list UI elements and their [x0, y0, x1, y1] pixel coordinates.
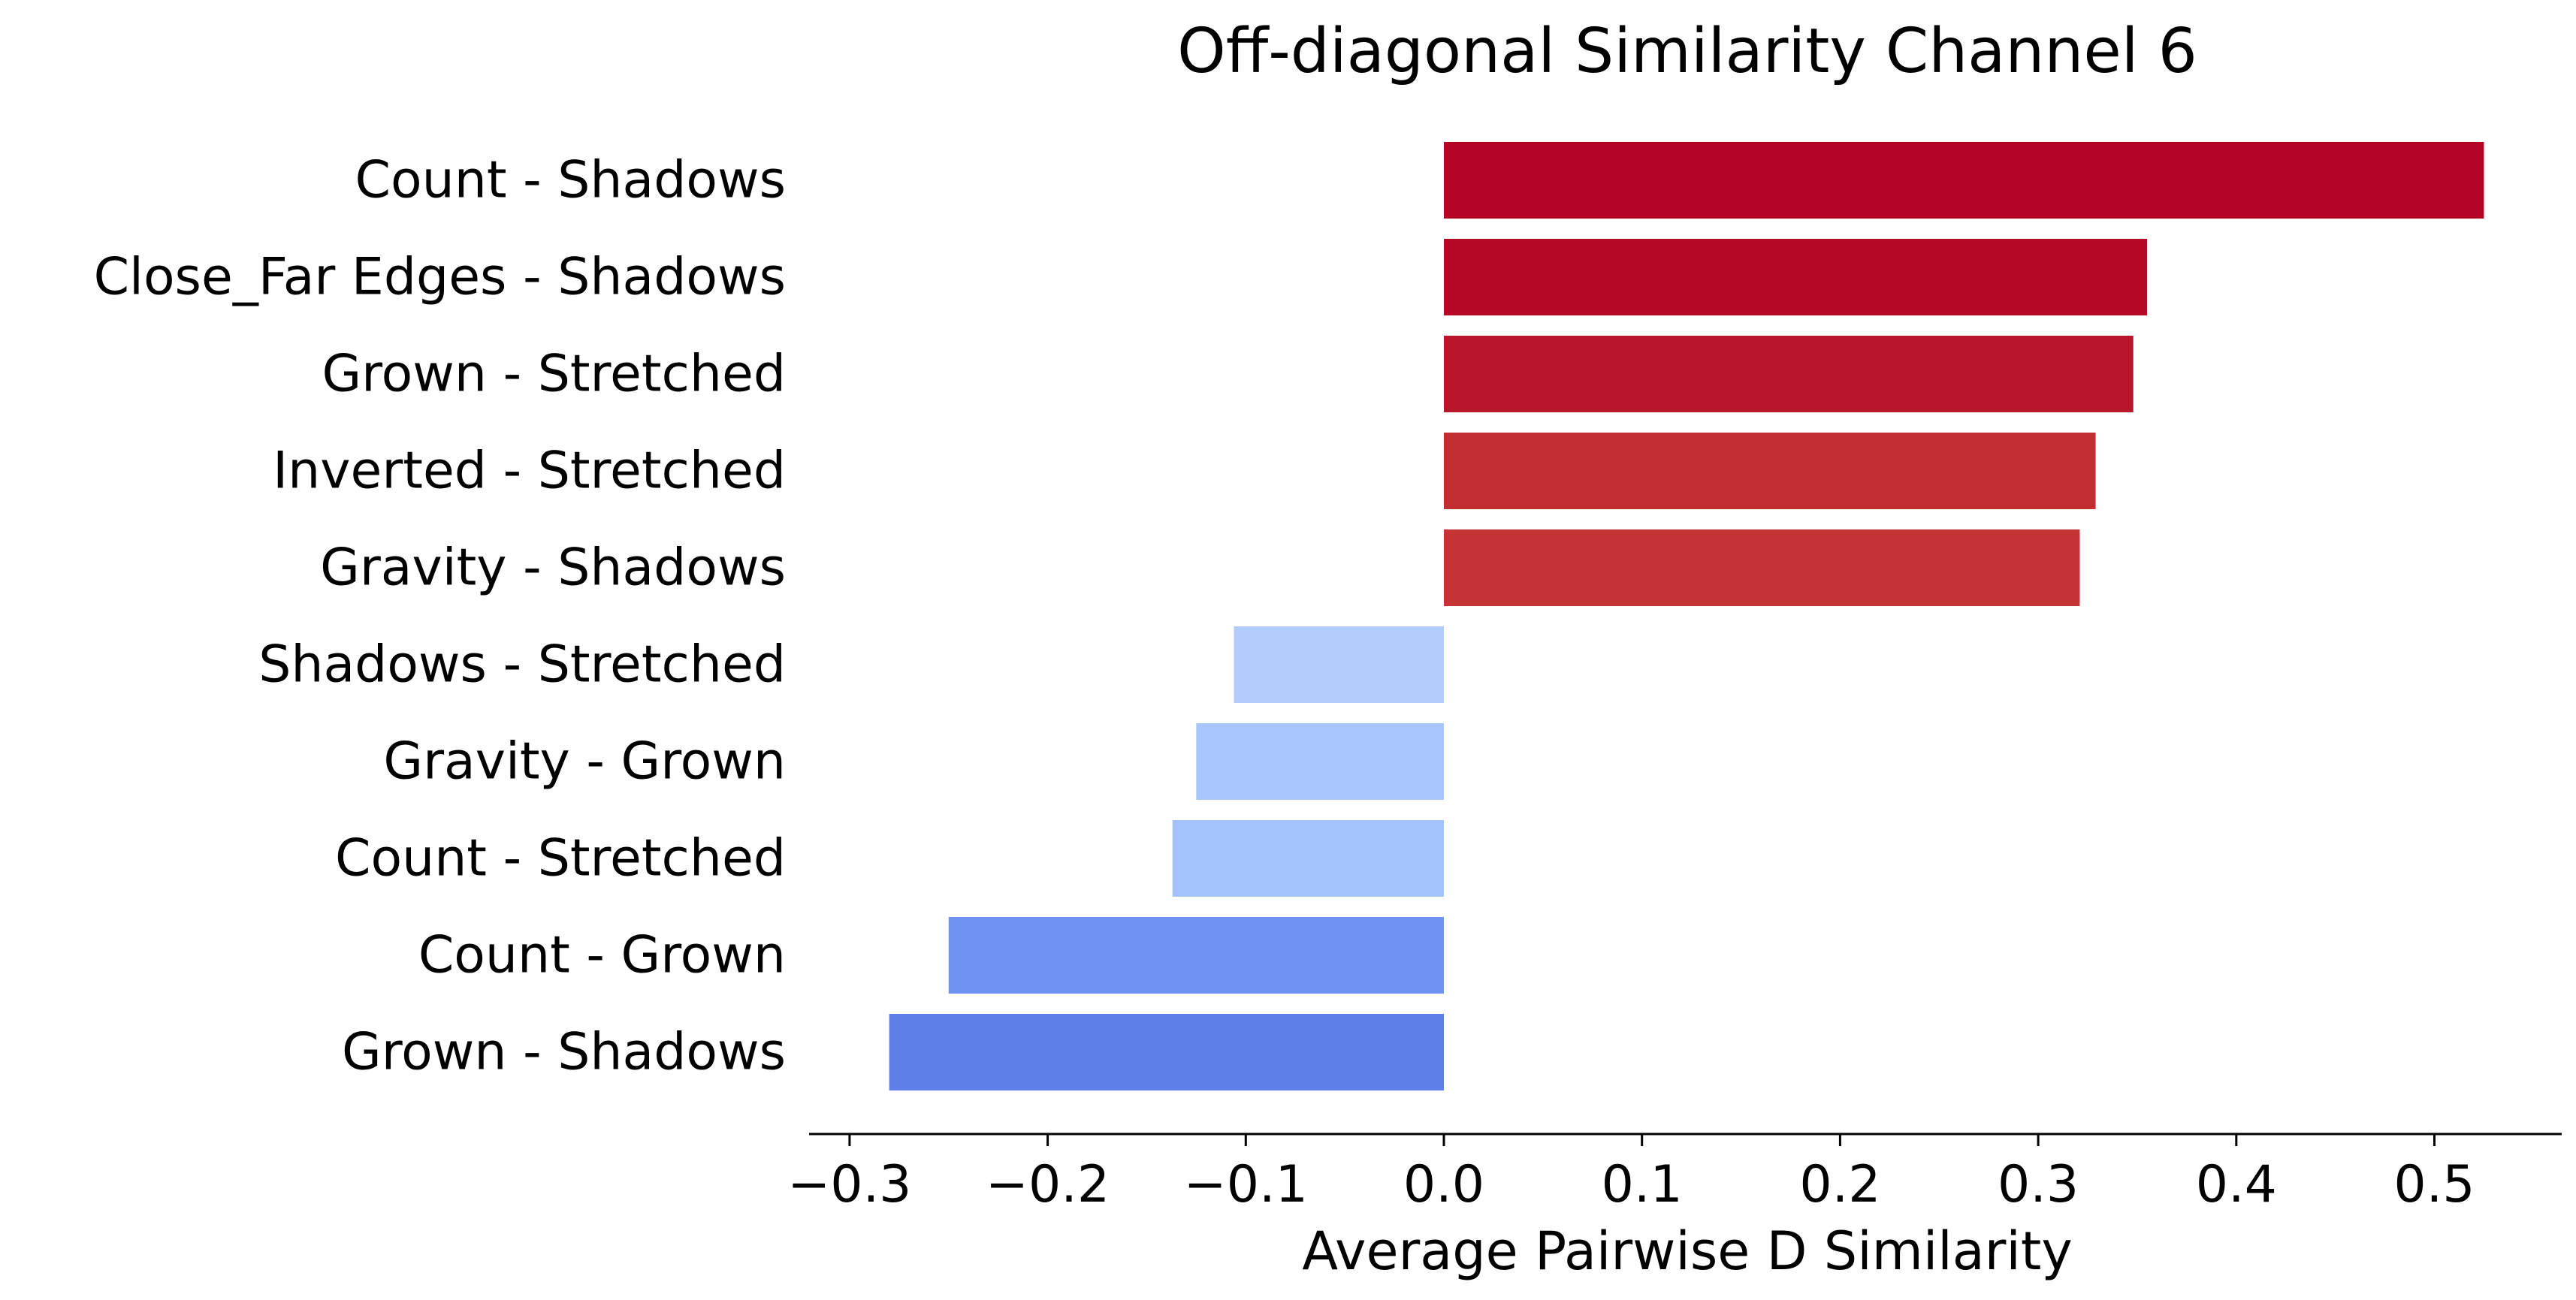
category-labels: Count - Shadows Close_Far Edges - Shadows…	[94, 151, 786, 1082]
bar	[889, 1014, 1444, 1090]
category-label: Shadows - Stretched	[258, 635, 786, 695]
category-label: Close_Far Edges - Shadows	[94, 248, 786, 307]
x-tick-label: 0.4	[2196, 1155, 2277, 1214]
x-tick-label: 0.0	[1403, 1155, 1484, 1214]
bar	[1234, 626, 1444, 703]
category-label: Count - Shadows	[355, 151, 786, 210]
x-tick-label: −0.3	[787, 1155, 911, 1214]
bar	[1444, 142, 2484, 219]
x-tick-label: 0.2	[1799, 1155, 1880, 1214]
x-axis-ticks: −0.3 −0.2 −0.1 0.0 0.1 0.2 0.3 0.4 0.5	[787, 1134, 2475, 1214]
category-label: Inverted - Stretched	[273, 442, 786, 501]
bar	[1196, 723, 1444, 800]
category-label: Grown - Shadows	[342, 1023, 786, 1082]
bar	[1444, 336, 2134, 412]
bar	[948, 917, 1444, 994]
category-label: Gravity - Shadows	[320, 538, 786, 598]
x-tick-label: 0.3	[1998, 1155, 2079, 1214]
bar	[1444, 433, 2096, 509]
x-axis-label: Average Pairwise D Similarity	[1302, 1220, 2073, 1282]
x-tick-label: −0.1	[1184, 1155, 1308, 1214]
x-tick-label: 0.5	[2393, 1155, 2475, 1214]
x-tick-label: 0.1	[1602, 1155, 1683, 1214]
bar	[1444, 529, 2080, 606]
category-label: Count - Stretched	[335, 829, 786, 888]
category-label: Grown - Stretched	[322, 345, 786, 404]
category-label: Gravity - Grown	[383, 732, 786, 792]
category-label: Count - Grown	[418, 926, 786, 985]
bar	[1172, 820, 1444, 897]
bars	[889, 142, 2484, 1090]
bar	[1444, 239, 2148, 315]
x-tick-label: −0.2	[986, 1155, 1110, 1214]
chart-title: Off-diagonal Similarity Channel 6	[1177, 16, 2197, 87]
